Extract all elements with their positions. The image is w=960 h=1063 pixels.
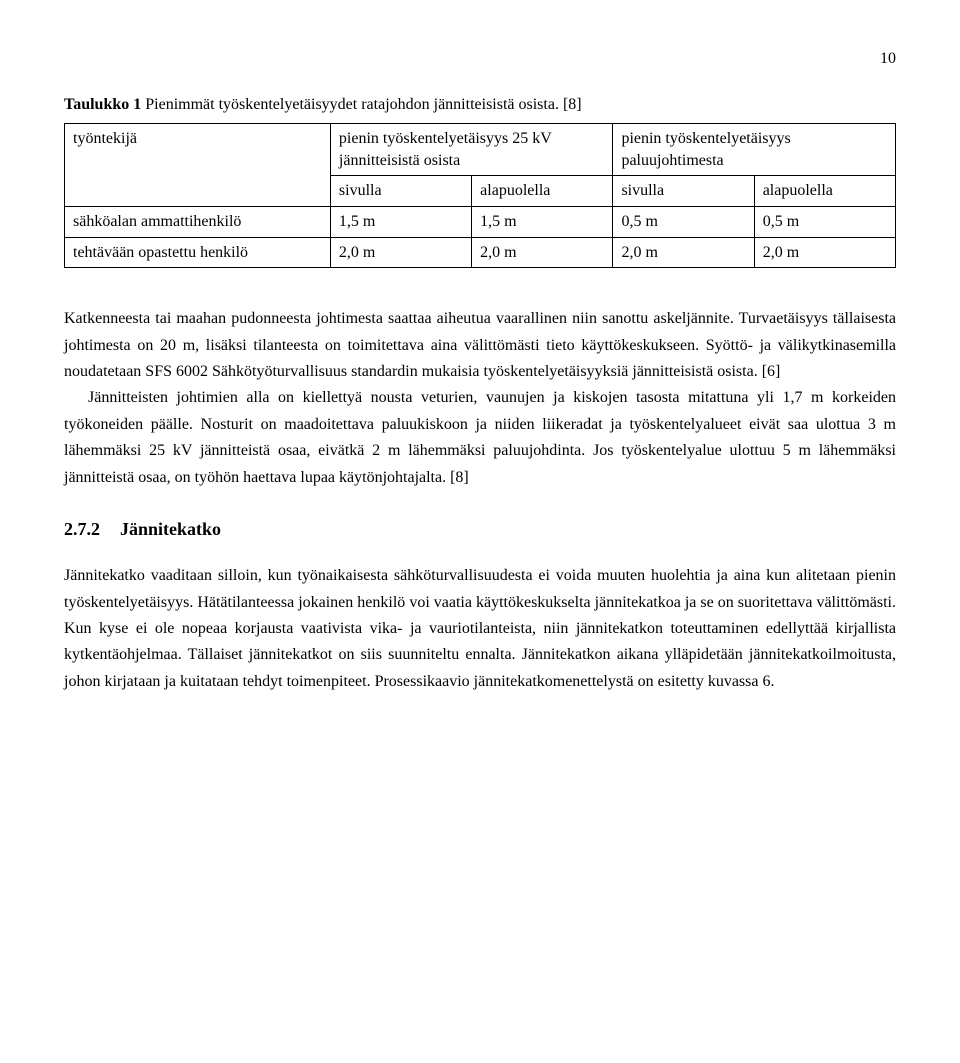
paragraph-2: Jännitteisten johtimien alla on kiellett… bbox=[64, 385, 896, 491]
subhead-2: alapuolella bbox=[472, 176, 613, 207]
cell: 1,5 m bbox=[472, 206, 613, 237]
table-caption-prefix: Taulukko 1 bbox=[64, 96, 141, 113]
paragraph-1: Katkenneesta tai maahan pudonneesta joht… bbox=[64, 306, 896, 385]
cell: 1,5 m bbox=[330, 206, 471, 237]
table-header-row-1: työntekijä pienin työskentelyetäisyys 25… bbox=[65, 124, 896, 176]
cell: 2,0 m bbox=[472, 237, 613, 268]
subhead-4: alapuolella bbox=[754, 176, 895, 207]
table-caption-rest: Pienimmät työskentelyetäisyydet ratajohd… bbox=[141, 96, 581, 113]
cell: 2,0 m bbox=[330, 237, 471, 268]
section-title: Jännitekatko bbox=[120, 519, 221, 539]
row-label: tehtävään opastettu henkilö bbox=[65, 237, 331, 268]
page-number: 10 bbox=[64, 48, 896, 70]
table-caption: Taulukko 1 Pienimmät työskentelyetäisyyd… bbox=[64, 94, 896, 116]
header-worker: työntekijä bbox=[65, 124, 331, 207]
cell: 2,0 m bbox=[754, 237, 895, 268]
section-number: 2.7.2 bbox=[64, 519, 100, 539]
cell: 0,5 m bbox=[754, 206, 895, 237]
cell: 2,0 m bbox=[613, 237, 754, 268]
cell: 0,5 m bbox=[613, 206, 754, 237]
header-group-1: pienin työskentelyetäisyys 25 kV jännitt… bbox=[330, 124, 613, 176]
table-row: tehtävään opastettu henkilö 2,0 m 2,0 m … bbox=[65, 237, 896, 268]
table-row: sähköalan ammattihenkilö 1,5 m 1,5 m 0,5… bbox=[65, 206, 896, 237]
distance-table: työntekijä pienin työskentelyetäisyys 25… bbox=[64, 123, 896, 268]
subhead-3: sivulla bbox=[613, 176, 754, 207]
header-group-2: pienin työskentelyetäisyys paluujohtimes… bbox=[613, 124, 896, 176]
subhead-1: sivulla bbox=[330, 176, 471, 207]
section-heading: 2.7.2 Jännitekatko bbox=[64, 517, 896, 541]
row-label: sähköalan ammattihenkilö bbox=[65, 206, 331, 237]
paragraph-3: Jännitekatko vaaditaan silloin, kun työn… bbox=[64, 563, 896, 695]
